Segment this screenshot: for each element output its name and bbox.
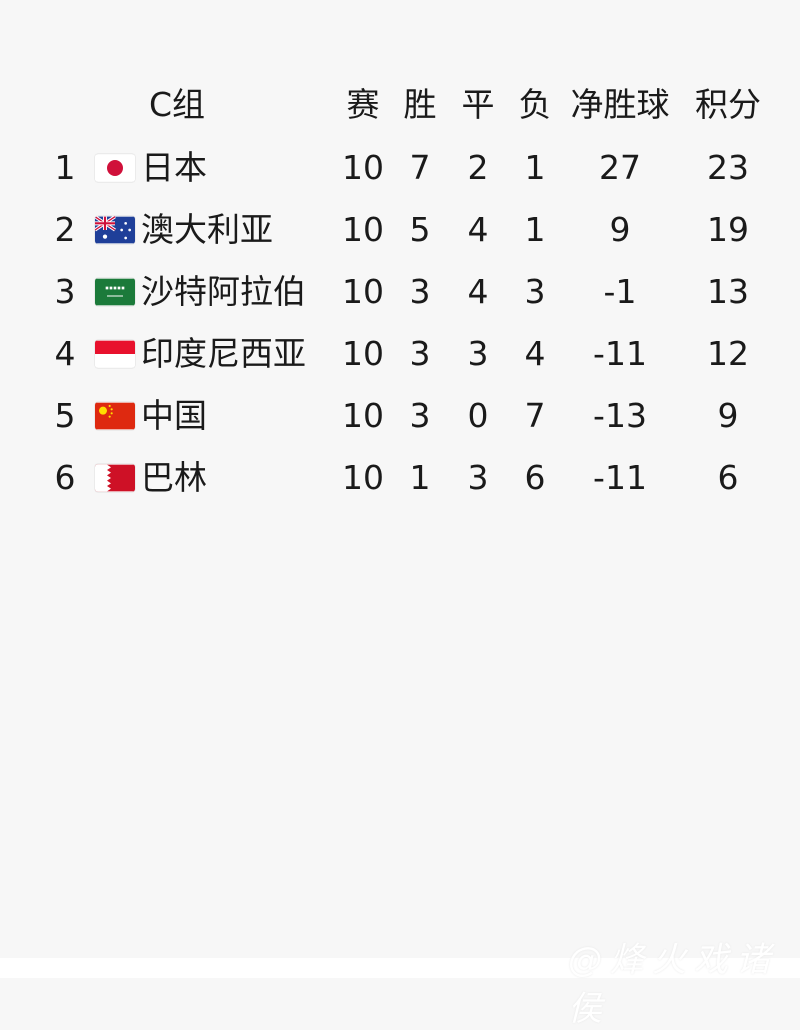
points-value: 19 [707, 210, 749, 249]
played-value: 10 [342, 458, 384, 497]
points-value: 12 [707, 334, 749, 373]
team-name: 印度尼西亚 [141, 334, 306, 373]
header-goal-diff: 净胜球 [570, 85, 670, 124]
japan-flag-icon [95, 154, 135, 182]
won-value: 3 [409, 334, 431, 373]
goal-diff-value: -13 [593, 396, 647, 435]
rank: 2 [54, 210, 76, 249]
played-value: 10 [342, 334, 384, 373]
points-value: 23 [707, 148, 749, 187]
won-value: 3 [409, 396, 431, 435]
drawn-value: 4 [467, 210, 489, 249]
goal-diff-value: -1 [603, 272, 637, 311]
played-value: 10 [342, 272, 384, 311]
points-value: 9 [717, 396, 739, 435]
bahrain-flag-icon [95, 464, 135, 492]
watermark: @烽火戏诸侯 [568, 940, 778, 1029]
team-name: 巴林 [141, 458, 207, 497]
team-name: 日本 [141, 148, 207, 187]
indonesia-flag-icon [95, 340, 135, 368]
rank: 1 [54, 148, 76, 187]
points-value: 13 [707, 272, 749, 311]
won-value: 7 [409, 148, 431, 187]
lost-value: 6 [524, 458, 546, 497]
rank: 3 [54, 272, 76, 311]
played-value: 10 [342, 148, 384, 187]
rank: 4 [54, 334, 76, 373]
rank: 6 [54, 458, 76, 497]
header-played: 赛 [346, 85, 380, 124]
won-value: 3 [409, 272, 431, 311]
saudi-arabia-flag-icon [95, 278, 135, 306]
australia-flag-icon [95, 216, 135, 244]
drawn-value: 3 [467, 334, 489, 373]
drawn-value: 4 [467, 272, 489, 311]
header-lost: 负 [518, 85, 552, 124]
played-value: 10 [342, 396, 384, 435]
lost-value: 7 [524, 396, 546, 435]
goal-diff-value: 27 [599, 148, 641, 187]
china-flag-icon [95, 402, 135, 430]
team-name: 澳大利亚 [141, 210, 273, 249]
lost-value: 1 [524, 148, 546, 187]
won-value: 1 [409, 458, 431, 497]
group-title: C组 [148, 85, 206, 124]
drawn-value: 2 [467, 148, 489, 187]
rank: 5 [54, 396, 76, 435]
goal-diff-value: -11 [593, 334, 647, 373]
goal-diff-value: -11 [593, 458, 647, 497]
lost-value: 1 [524, 210, 546, 249]
drawn-value: 3 [467, 458, 489, 497]
lost-value: 3 [524, 272, 546, 311]
points-value: 6 [717, 458, 739, 497]
bottom-strip [0, 958, 800, 978]
header-drawn: 平 [461, 85, 495, 124]
header-won: 胜 [403, 85, 437, 124]
lost-value: 4 [524, 334, 546, 373]
team-name: 沙特阿拉伯 [141, 272, 306, 311]
won-value: 5 [409, 210, 431, 249]
drawn-value: 0 [467, 396, 489, 435]
header-points: 积分 [695, 85, 761, 124]
team-name: 中国 [141, 396, 207, 435]
played-value: 10 [342, 210, 384, 249]
goal-diff-value: 9 [609, 210, 631, 249]
